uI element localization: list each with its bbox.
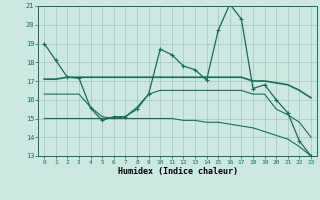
X-axis label: Humidex (Indice chaleur): Humidex (Indice chaleur) bbox=[118, 167, 238, 176]
